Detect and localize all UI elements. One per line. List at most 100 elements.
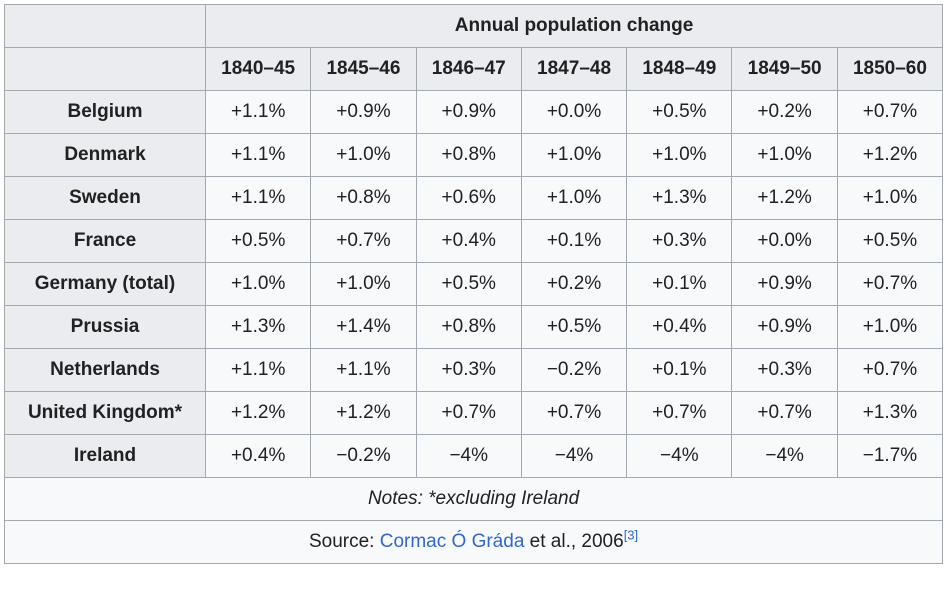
value-cell: +1.2% bbox=[836, 133, 944, 177]
source-row: Source: Cormac Ó Gráda et al., 2006[3] bbox=[3, 520, 944, 564]
value-cell: +0.5% bbox=[204, 219, 312, 263]
value-cell: +0.8% bbox=[415, 305, 522, 349]
value-cell: +1.0% bbox=[520, 176, 628, 220]
value-cell: +1.0% bbox=[204, 262, 312, 306]
value-cell: +1.2% bbox=[310, 391, 417, 435]
value-cell: +1.2% bbox=[204, 391, 312, 435]
notes-text: Notes: *excluding Ireland bbox=[3, 477, 944, 521]
column-header: 1846–47 bbox=[415, 47, 522, 91]
value-cell: +0.2% bbox=[520, 262, 628, 306]
value-cell: +1.1% bbox=[310, 348, 417, 392]
value-cell: −4% bbox=[626, 434, 733, 478]
value-cell: +0.7% bbox=[731, 391, 838, 435]
title-row: Annual population change bbox=[4, 4, 944, 48]
value-cell: −1.7% bbox=[836, 434, 944, 478]
column-header: 1845–46 bbox=[310, 47, 417, 91]
value-cell: +0.7% bbox=[415, 391, 522, 435]
value-cell: +1.1% bbox=[204, 176, 312, 220]
column-header: 1848–49 bbox=[626, 47, 733, 91]
value-cell: +0.5% bbox=[415, 262, 522, 306]
table-row: France +0.5% +0.7% +0.4% +0.1% +0.3% +0.0% +0.5… bbox=[4, 219, 944, 263]
value-cell: +0.5% bbox=[836, 219, 944, 263]
row-header: Belgium bbox=[4, 90, 206, 134]
value-cell: −4% bbox=[415, 434, 522, 478]
column-header: 1849–50 bbox=[731, 47, 838, 91]
value-cell: +0.9% bbox=[415, 90, 522, 134]
table-row: Prussia +1.3% +1.4% +0.8% +0.5% +0.4% +0.9% +1.… bbox=[4, 305, 944, 349]
value-cell: +1.0% bbox=[626, 133, 733, 177]
column-header: 1840–45 bbox=[204, 47, 312, 91]
source-author-link[interactable]: Cormac Ó Gráda bbox=[379, 531, 525, 552]
value-cell: +1.1% bbox=[204, 90, 312, 134]
value-cell: +0.6% bbox=[415, 176, 522, 220]
row-header: Ireland bbox=[4, 434, 206, 478]
source-reference-link[interactable]: [3] bbox=[623, 527, 639, 543]
value-cell: +1.3% bbox=[626, 176, 733, 220]
row-header: United Kingdom* bbox=[4, 391, 206, 435]
value-cell: +0.7% bbox=[310, 219, 417, 263]
value-cell: −4% bbox=[731, 434, 838, 478]
value-cell: +0.9% bbox=[731, 305, 838, 349]
value-cell: +0.7% bbox=[520, 391, 628, 435]
value-cell: +0.7% bbox=[626, 391, 733, 435]
column-header: 1847–48 bbox=[520, 47, 628, 91]
value-cell: +1.1% bbox=[204, 133, 312, 177]
value-cell: +0.5% bbox=[520, 305, 628, 349]
value-cell: +1.0% bbox=[310, 133, 417, 177]
value-cell: +0.4% bbox=[204, 434, 312, 478]
table-title: Annual population change bbox=[204, 4, 944, 48]
value-cell: +0.7% bbox=[836, 90, 944, 134]
table-row: Denmark +1.1% +1.0% +0.8% +1.0% +1.0% +1.0% +1.… bbox=[4, 133, 944, 177]
table-row: United Kingdom* +1.2% +1.2% +0.7% +0.7% +0.7%… bbox=[4, 391, 944, 435]
value-cell: +0.4% bbox=[415, 219, 522, 263]
value-cell: +0.7% bbox=[836, 348, 944, 392]
value-cell: +0.2% bbox=[731, 90, 838, 134]
value-cell: −0.2% bbox=[310, 434, 417, 478]
row-header: France bbox=[4, 219, 206, 263]
value-cell: +1.0% bbox=[520, 133, 628, 177]
value-cell: +1.0% bbox=[310, 262, 417, 306]
value-cell: +0.0% bbox=[731, 219, 838, 263]
value-cell: +1.0% bbox=[836, 305, 944, 349]
value-cell: +1.4% bbox=[310, 305, 417, 349]
value-cell: +0.4% bbox=[626, 305, 733, 349]
value-cell: +0.8% bbox=[310, 176, 417, 220]
table-row: Netherlands +1.1% +1.1% +0.3% −0.2% +0.1% +0.3… bbox=[4, 348, 944, 392]
corner-cell-top bbox=[4, 4, 206, 48]
source-cell: Source: Cormac Ó Gráda et al., 2006[3] bbox=[3, 520, 944, 564]
source-suffix: et al., 2006 bbox=[524, 531, 624, 552]
value-cell: +0.5% bbox=[626, 90, 733, 134]
row-header: Sweden bbox=[4, 176, 206, 220]
row-header: Denmark bbox=[4, 133, 206, 177]
value-cell: +0.9% bbox=[731, 262, 838, 306]
value-cell: +0.3% bbox=[415, 348, 522, 392]
value-cell: +1.0% bbox=[731, 133, 838, 177]
row-header: Prussia bbox=[4, 305, 206, 349]
population-change-table: Annual population change 1840–45 1845–46 1… bbox=[3, 4, 944, 564]
column-header-row: 1840–45 1845–46 1846–47 1847–48 1848–49 1849–… bbox=[4, 47, 944, 91]
value-cell: +1.3% bbox=[204, 305, 312, 349]
notes-row: Notes: *excluding Ireland bbox=[3, 477, 944, 521]
table-row: Ireland +0.4% −0.2% −4% −4% −4% −4% −1.7% bbox=[4, 434, 944, 478]
column-header: 1850–60 bbox=[836, 47, 944, 91]
value-cell: +0.1% bbox=[520, 219, 628, 263]
corner-cell-bottom bbox=[4, 47, 206, 91]
value-cell: +0.1% bbox=[626, 348, 733, 392]
value-cell: +1.1% bbox=[204, 348, 312, 392]
source-prefix: Source: bbox=[308, 531, 380, 552]
row-header: Germany (total) bbox=[4, 262, 206, 306]
value-cell: +0.9% bbox=[310, 90, 417, 134]
value-cell: +0.3% bbox=[731, 348, 838, 392]
value-cell: +1.2% bbox=[731, 176, 838, 220]
value-cell: +0.3% bbox=[626, 219, 733, 263]
value-cell: +1.3% bbox=[836, 391, 944, 435]
value-cell: +0.7% bbox=[836, 262, 944, 306]
value-cell: +0.0% bbox=[520, 90, 628, 134]
value-cell: +0.8% bbox=[415, 133, 522, 177]
value-cell: +0.1% bbox=[626, 262, 733, 306]
value-cell: −4% bbox=[520, 434, 628, 478]
value-cell: −0.2% bbox=[520, 348, 628, 392]
row-header: Netherlands bbox=[4, 348, 206, 392]
table-row: Belgium +1.1% +0.9% +0.9% +0.0% +0.5% +0.2% +0.… bbox=[4, 90, 944, 134]
